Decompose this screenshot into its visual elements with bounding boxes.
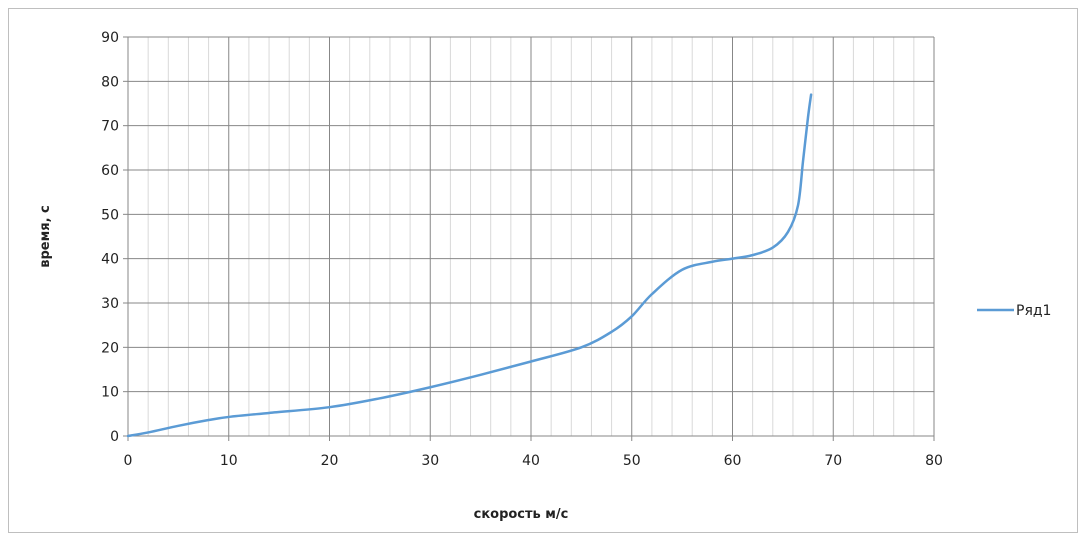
y-tick-label: 30 — [101, 296, 119, 312]
axes — [123, 36, 935, 441]
y-tick-label: 90 — [101, 30, 119, 46]
y-tick-label: 20 — [101, 340, 119, 356]
x-tick-label: 10 — [220, 453, 238, 469]
y-tick-label: 50 — [101, 207, 119, 223]
x-tick-label: 0 — [124, 453, 133, 469]
y-tick-label: 0 — [110, 429, 119, 445]
x-tick-label: 40 — [522, 453, 540, 469]
series-lines — [126, 93, 813, 438]
y-tick-label: 40 — [101, 252, 119, 268]
line-chart: 0 10 20 30 40 50 60 70 80 0 10 20 30 40 50 60 70 80 90 ско… — [38, 30, 1051, 522]
chart-container: 0 10 20 30 40 50 60 70 80 0 10 20 30 40 50 60 70 80 90 ско… — [8, 8, 1078, 533]
y-axis-title: время, с — [38, 205, 53, 268]
x-axis-title: скорость м/с — [474, 507, 569, 522]
tick-labels: 0 10 20 30 40 50 60 70 80 0 10 20 30 40 50 60 70 80 90 — [101, 30, 943, 469]
x-tick-label: 20 — [321, 453, 339, 469]
grid — [127, 36, 935, 437]
y-tick-label: 80 — [101, 74, 119, 90]
y-tick-label: 60 — [101, 163, 119, 179]
x-tick-label: 80 — [925, 453, 943, 469]
y-tick-label: 70 — [101, 119, 119, 135]
legend: Ряд1 — [977, 303, 1051, 319]
x-tick-label: 70 — [824, 453, 842, 469]
legend-label-series-1: Ряд1 — [1016, 303, 1051, 319]
x-tick-label: 30 — [421, 453, 439, 469]
y-tick-label: 10 — [101, 385, 119, 401]
series-line-1 — [126, 93, 813, 438]
x-tick-label: 50 — [623, 453, 641, 469]
x-tick-label: 60 — [724, 453, 742, 469]
